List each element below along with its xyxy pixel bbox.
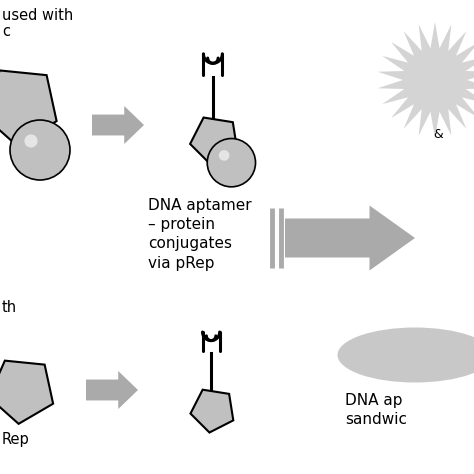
Text: used with: used with (2, 8, 73, 23)
Polygon shape (285, 206, 415, 271)
Circle shape (10, 120, 70, 180)
Text: Rep: Rep (2, 432, 30, 447)
Text: c: c (2, 24, 10, 39)
Polygon shape (190, 118, 237, 165)
Text: th: th (2, 300, 17, 315)
Polygon shape (191, 390, 233, 432)
Circle shape (219, 150, 229, 161)
Text: DNA ap
sandwic: DNA ap sandwic (345, 393, 407, 427)
Polygon shape (378, 22, 474, 138)
Text: DNA aptamer
– protein
conjugates
via pRep: DNA aptamer – protein conjugates via pRe… (148, 198, 252, 271)
Polygon shape (0, 71, 56, 145)
Polygon shape (86, 371, 138, 409)
Polygon shape (0, 361, 53, 424)
Text: &: & (433, 128, 443, 141)
Polygon shape (92, 106, 144, 144)
Circle shape (207, 138, 255, 187)
Circle shape (24, 135, 37, 147)
Ellipse shape (337, 328, 474, 383)
